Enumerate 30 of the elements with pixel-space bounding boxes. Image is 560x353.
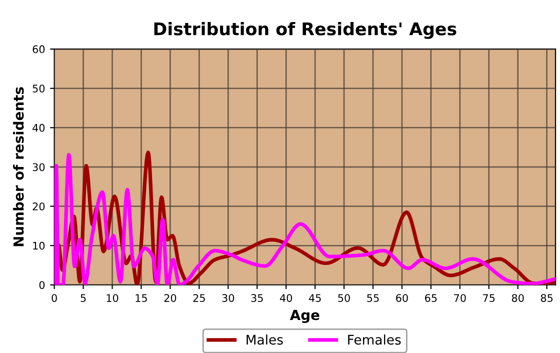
y-tick-label: 0 — [39, 281, 45, 289]
x-axis-title: Age — [290, 310, 320, 323]
legend-label: Females — [348, 334, 401, 345]
legend-label: Males — [246, 334, 283, 345]
x-tick-label: 30 — [222, 294, 234, 302]
x-tick-label: 5 — [80, 294, 86, 302]
x-tick-label: 40 — [280, 294, 292, 302]
x-tick-label: 85 — [540, 294, 553, 302]
x-tick-label: 50 — [338, 294, 350, 302]
x-tick-label: 65 — [425, 294, 437, 302]
y-tick-label: 50 — [32, 84, 45, 92]
x-tick-label: 20 — [164, 294, 176, 302]
x-tick-label: 55 — [367, 294, 379, 302]
x-tick-label: 35 — [251, 294, 263, 302]
y-axis-title: Number of residents — [13, 87, 24, 246]
x-tick-label: 0 — [52, 294, 57, 302]
x-tick-label: 70 — [454, 294, 466, 302]
x-tick-label: 10 — [106, 294, 118, 302]
x-tick-label: 25 — [193, 294, 205, 302]
chart-title: Distribution of Residents' Ages — [154, 22, 456, 39]
y-tick-label: 30 — [32, 163, 45, 172]
y-tick-label: 20 — [32, 202, 45, 210]
y-tick-label: 10 — [33, 242, 45, 250]
x-tick-label: 60 — [396, 294, 408, 302]
x-tick-label: 15 — [136, 294, 147, 302]
x-tick-label: 45 — [308, 294, 321, 302]
x-tick-label: 80 — [512, 294, 524, 302]
y-tick-label: 60 — [32, 45, 45, 54]
y-tick-label: 40 — [32, 124, 45, 132]
x-tick-label: 75 — [483, 294, 495, 302]
